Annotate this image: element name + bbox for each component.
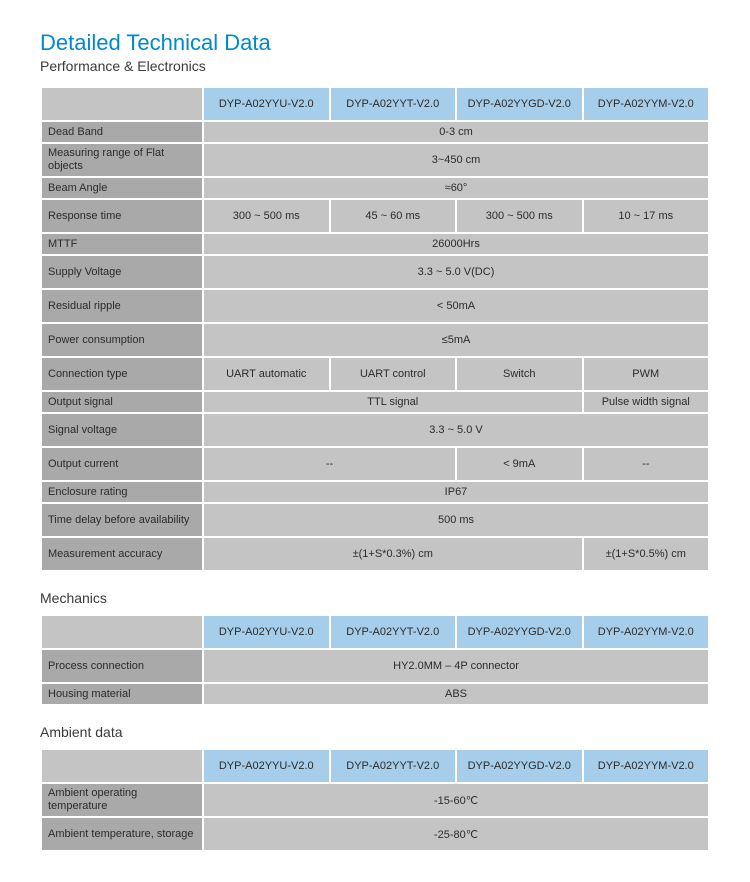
ambient-table: DYP-A02YYU-V2.0 DYP-A02YYT-V2.0 DYP-A02Y…: [40, 748, 710, 852]
table-row: Time delay before availability 500 ms: [42, 504, 708, 536]
model-header: DYP-A02YYU-V2.0: [204, 616, 329, 648]
table-row: Measurement accuracy ±(1+S*0.3%) cm ±(1+…: [42, 538, 708, 570]
row-label: Connection type: [42, 358, 202, 390]
table-row: Output current -- < 9mA --: [42, 448, 708, 480]
data-cell: 300 ~ 500 ms: [457, 200, 582, 232]
data-cell: -15-60℃: [204, 784, 708, 816]
row-label: Process connection: [42, 650, 202, 682]
data-cell: 300 ~ 500 ms: [204, 200, 329, 232]
model-header: DYP-A02YYT-V2.0: [331, 616, 456, 648]
data-cell: 3.3 ~ 5.0 V(DC): [204, 256, 708, 288]
row-label: Time delay before availability: [42, 504, 202, 536]
row-label: Residual ripple: [42, 290, 202, 322]
row-label: Output current: [42, 448, 202, 480]
table-row: Dead Band 0-3 cm: [42, 122, 708, 142]
model-header: DYP-A02YYU-V2.0: [204, 750, 329, 782]
header-blank: [42, 750, 202, 782]
model-header: DYP-A02YYGD-V2.0: [457, 616, 582, 648]
mechanics-table: DYP-A02YYU-V2.0 DYP-A02YYT-V2.0 DYP-A02Y…: [40, 614, 710, 706]
model-header: DYP-A02YYM-V2.0: [584, 616, 709, 648]
data-cell: PWM: [584, 358, 709, 390]
table-row: Process connection HY2.0MM – 4P connecto…: [42, 650, 708, 682]
row-label: Beam Angle: [42, 178, 202, 198]
model-header: DYP-A02YYGD-V2.0: [457, 88, 582, 120]
table-row: Output signal TTL signal Pulse width sig…: [42, 392, 708, 412]
data-cell: ≤5mA: [204, 324, 708, 356]
model-header: DYP-A02YYU-V2.0: [204, 88, 329, 120]
model-header: DYP-A02YYT-V2.0: [331, 750, 456, 782]
data-cell: 0-3 cm: [204, 122, 708, 142]
data-cell: 10 ~ 17 ms: [584, 200, 709, 232]
table-row: Beam Angle ≈60°: [42, 178, 708, 198]
data-cell: -25-80℃: [204, 818, 708, 850]
data-cell: Switch: [457, 358, 582, 390]
data-cell: 3~450 cm: [204, 144, 708, 176]
table-row: Enclosure rating IP67: [42, 482, 708, 502]
data-cell: 500 ms: [204, 504, 708, 536]
data-cell: --: [584, 448, 709, 480]
table-row: Connection type UART automatic UART cont…: [42, 358, 708, 390]
section-mechanics-label: Mechanics: [40, 590, 710, 606]
table-row: Ambient temperature, storage -25-80℃: [42, 818, 708, 850]
table-row: MTTF 26000Hrs: [42, 234, 708, 254]
row-label: Ambient operating temperature: [42, 784, 202, 816]
model-header: DYP-A02YYM-V2.0: [584, 88, 709, 120]
data-cell: ±(1+S*0.3%) cm: [204, 538, 582, 570]
data-cell: --: [204, 448, 455, 480]
data-cell: UART control: [331, 358, 456, 390]
data-cell: ±(1+S*0.5%) cm: [584, 538, 709, 570]
model-header: DYP-A02YYGD-V2.0: [457, 750, 582, 782]
table-row: Measuring range of Flat objects 3~450 cm: [42, 144, 708, 176]
section-performance-label: Performance & Electronics: [40, 58, 710, 74]
section-ambient-label: Ambient data: [40, 724, 710, 740]
data-cell: 3.3 ~ 5.0 V: [204, 414, 708, 446]
row-label: Enclosure rating: [42, 482, 202, 502]
table-row: Signal voltage 3.3 ~ 5.0 V: [42, 414, 708, 446]
header-blank: [42, 88, 202, 120]
table-row: Response time 300 ~ 500 ms 45 ~ 60 ms 30…: [42, 200, 708, 232]
page-title: Detailed Technical Data: [40, 30, 710, 56]
data-cell: TTL signal: [204, 392, 582, 412]
data-cell: 26000Hrs: [204, 234, 708, 254]
row-label: Signal voltage: [42, 414, 202, 446]
model-header: DYP-A02YYM-V2.0: [584, 750, 709, 782]
row-label: Housing material: [42, 684, 202, 704]
data-cell: UART automatic: [204, 358, 329, 390]
row-label: Measurement accuracy: [42, 538, 202, 570]
table-row: Residual ripple < 50mA: [42, 290, 708, 322]
row-label: Dead Band: [42, 122, 202, 142]
table-row: Housing material ABS: [42, 684, 708, 704]
row-label: Power consumption: [42, 324, 202, 356]
data-cell: 45 ~ 60 ms: [331, 200, 456, 232]
table-row: Ambient operating temperature -15-60℃: [42, 784, 708, 816]
table-row: Supply Voltage 3.3 ~ 5.0 V(DC): [42, 256, 708, 288]
data-cell: ≈60°: [204, 178, 708, 198]
data-cell: IP67: [204, 482, 708, 502]
data-cell: ABS: [204, 684, 708, 704]
header-blank: [42, 616, 202, 648]
data-cell: HY2.0MM – 4P connector: [204, 650, 708, 682]
row-label: MTTF: [42, 234, 202, 254]
data-cell: Pulse width signal: [584, 392, 709, 412]
table-row: Power consumption ≤5mA: [42, 324, 708, 356]
row-label: Supply Voltage: [42, 256, 202, 288]
model-header: DYP-A02YYT-V2.0: [331, 88, 456, 120]
performance-table: DYP-A02YYU-V2.0 DYP-A02YYT-V2.0 DYP-A02Y…: [40, 86, 710, 572]
row-label: Output signal: [42, 392, 202, 412]
row-label: Measuring range of Flat objects: [42, 144, 202, 176]
row-label: Ambient temperature, storage: [42, 818, 202, 850]
data-cell: < 9mA: [457, 448, 582, 480]
row-label: Response time: [42, 200, 202, 232]
data-cell: < 50mA: [204, 290, 708, 322]
